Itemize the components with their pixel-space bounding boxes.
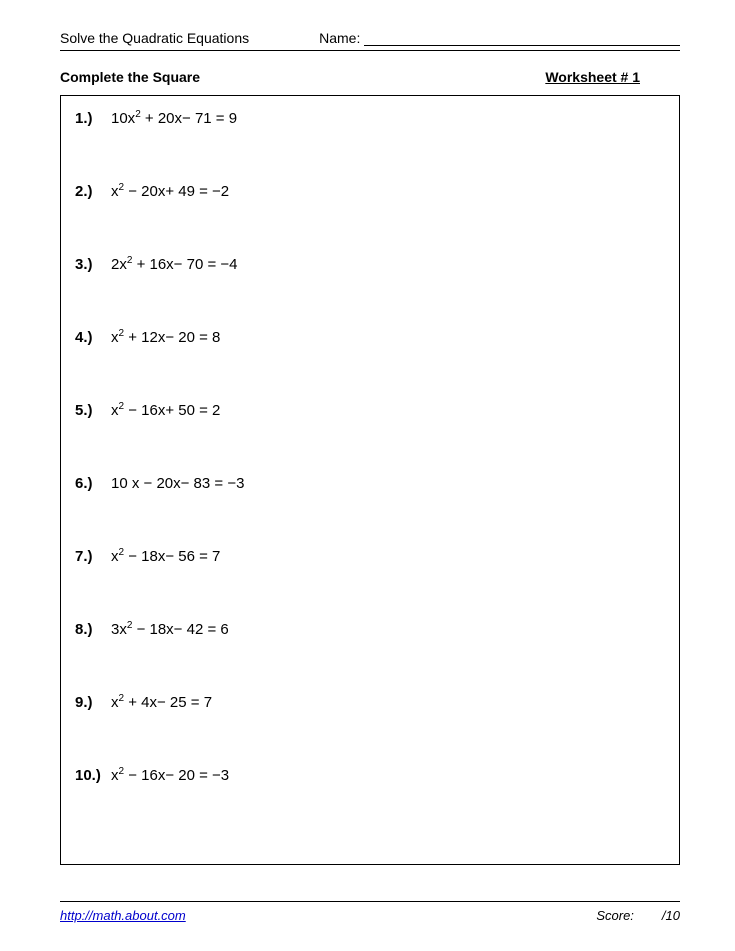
problem-expression: 10x2 + 20x− 71 = 9 [111,110,237,127]
problem-number: 6.) [75,475,111,492]
problem-row: 2.)x2 − 20x+ 49 = −2 [75,183,661,200]
score-label: Score: [596,908,634,923]
worksheet-number: Worksheet # 1 [545,69,640,85]
score-total: /10 [662,908,680,923]
problem-expression: 2x2 + 16x− 70 = −4 [111,256,238,273]
problem-expression: 10 x − 20x− 83 = −3 [111,475,244,492]
problem-row: 8.)3x2 − 18x− 42 = 6 [75,621,661,638]
problem-expression: x2 + 12x− 20 = 8 [111,329,220,346]
header-divider [60,50,680,51]
name-blank-line [364,32,680,46]
problem-number: 3.) [75,256,111,273]
page-footer: http://math.about.com Score: /10 [60,901,680,923]
header-row: Solve the Quadratic Equations Name: [60,30,680,46]
problem-row: 6.)10 x − 20x− 83 = −3 [75,475,661,492]
page-title: Solve the Quadratic Equations [60,30,249,46]
problem-row: 7.)x2 − 18x− 56 = 7 [75,548,661,565]
problem-number: 5.) [75,402,111,419]
problem-expression: x2 − 20x+ 49 = −2 [111,183,229,200]
name-label: Name: [319,30,360,46]
problem-number: 9.) [75,694,111,711]
problem-row: 4.)x2 + 12x− 20 = 8 [75,329,661,346]
problem-row: 10.)x2 − 16x− 20 = −3 [75,767,661,784]
problem-number: 10.) [75,767,111,784]
problem-row: 1.)10x2 + 20x− 71 = 9 [75,110,661,127]
problems-box: 1.)10x2 + 20x− 71 = 9 2.)x2 − 20x+ 49 = −… [60,95,680,865]
source-link[interactable]: http://math.about.com [60,908,186,923]
problem-row: 3.)2x2 + 16x− 70 = −4 [75,256,661,273]
problem-number: 7.) [75,548,111,565]
problem-expression: x2 − 16x+ 50 = 2 [111,402,220,419]
problem-row: 9.)x2 + 4x− 25 = 7 [75,694,661,711]
problem-number: 1.) [75,110,111,127]
footer-divider [60,901,680,902]
problem-expression: 3x2 − 18x− 42 = 6 [111,621,229,638]
subheader-row: Complete the Square Worksheet # 1 [60,69,680,85]
problem-number: 2.) [75,183,111,200]
problem-expression: x2 − 16x− 20 = −3 [111,767,229,784]
problem-number: 4.) [75,329,111,346]
problem-row: 5.)x2 − 16x+ 50 = 2 [75,402,661,419]
problem-expression: x2 + 4x− 25 = 7 [111,694,212,711]
problem-number: 8.) [75,621,111,638]
topic-label: Complete the Square [60,69,200,85]
problem-expression: x2 − 18x− 56 = 7 [111,548,220,565]
